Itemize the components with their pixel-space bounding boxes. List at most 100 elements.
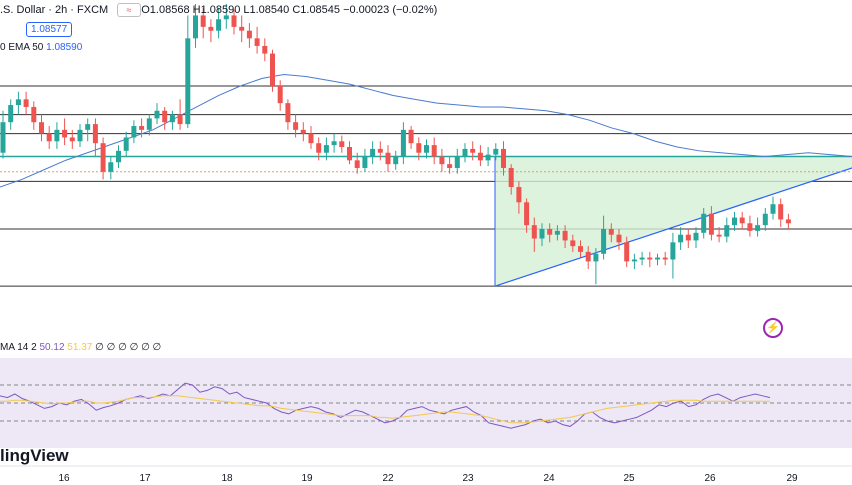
candle-body-down	[239, 26, 245, 31]
current-price-tag: 1.08577	[26, 22, 73, 37]
candle-body-down	[339, 141, 345, 147]
candle-body-down	[92, 124, 98, 144]
candle-body-down	[39, 122, 44, 134]
candle-body-down	[477, 152, 483, 161]
candle-body-up	[400, 129, 406, 157]
candle-body-down	[585, 251, 591, 262]
ema-legend-value: 1.08590	[46, 42, 83, 53]
candle-body-up	[554, 230, 560, 235]
candle-body-up	[154, 110, 160, 119]
candle-body-up	[755, 225, 761, 231]
candle-body-down	[708, 213, 714, 235]
candle-body-down	[608, 228, 614, 235]
candle-body-up	[693, 232, 699, 241]
candle-body-down	[431, 145, 437, 157]
candle-body-down	[501, 148, 506, 168]
triangle-rising-trendline	[494, 167, 852, 287]
candle-body-down	[547, 228, 553, 235]
candle-body-up	[0, 122, 6, 153]
candle-body-up	[123, 137, 129, 151]
candle-body-down	[270, 53, 275, 86]
time-axis-label: 22	[382, 473, 394, 484]
candle-body-up	[169, 114, 175, 123]
candle-body-down	[285, 103, 291, 123]
candle-body-down	[208, 26, 214, 31]
candle-body-down	[470, 148, 476, 153]
candle-body-down	[231, 15, 237, 27]
candle-body-down	[300, 129, 306, 134]
candle-body-up	[393, 156, 399, 165]
candle-body-down	[785, 219, 791, 224]
time-axis-label: 25	[623, 473, 635, 484]
candle-body-down	[516, 187, 522, 203]
candle-body-up	[424, 145, 429, 153]
candle-body-down	[408, 129, 414, 144]
candle-body-up	[116, 150, 121, 163]
candle-body-up	[639, 257, 645, 260]
candle-body-up	[655, 257, 660, 260]
candle-body-down	[100, 143, 106, 172]
candle-body-up	[485, 154, 491, 161]
candle-body-down	[508, 167, 514, 188]
candle-body-up	[131, 126, 137, 138]
candle-body-down	[377, 148, 383, 153]
candle-body-up	[770, 204, 776, 214]
candle-body-up	[185, 38, 191, 125]
candle-body-down	[531, 225, 537, 239]
flash-icon[interactable]: ⚡	[763, 318, 783, 338]
candle-body-down	[293, 122, 299, 130]
candle-body-up	[108, 162, 114, 172]
time-axis-label: 26	[704, 473, 716, 484]
candle-body-down	[624, 242, 630, 262]
candle-body-down	[254, 38, 260, 46]
candle-body-down	[416, 143, 422, 153]
candle-body-down	[562, 230, 568, 241]
candle-body-up	[701, 213, 707, 233]
candle-body-down	[23, 99, 29, 107]
chart-header: .S. Dollar · 2h · FXCM O1.08568 H1.08590…	[0, 4, 437, 16]
candle-body-up	[15, 99, 21, 106]
candle-body-down	[439, 156, 445, 165]
candle-body-up	[331, 141, 337, 146]
candle-body-up	[362, 156, 368, 168]
candle-body-down	[662, 257, 668, 260]
rsi-ma-line	[0, 395, 770, 424]
candle-body-up	[732, 217, 737, 226]
candle-body-down	[62, 129, 68, 138]
ema-legend-name: 0 EMA 50	[0, 42, 44, 53]
rsi-legend[interactable]: MA 14 2 50.12 51.37 ∅ ∅ ∅ ∅ ∅ ∅	[0, 342, 161, 353]
rsi-legend-name: MA 14 2	[0, 342, 37, 353]
candle-body-up	[670, 242, 676, 260]
candle-body-down	[747, 223, 753, 231]
candle-body-down	[246, 30, 252, 39]
candle-body-up	[146, 118, 152, 130]
candle-body-up	[678, 234, 684, 243]
candle-body-up	[762, 213, 768, 226]
rsi-value-placeholders: ∅ ∅ ∅ ∅ ∅ ∅	[95, 342, 162, 353]
tradingview-logo: lingView	[0, 446, 69, 465]
compare-badge[interactable]: ≈	[117, 3, 141, 17]
ohlc-readout: O1.08568 H1.08590 L1.08540 C1.08545 −0.0…	[141, 4, 438, 16]
time-axis-label: 23	[462, 473, 474, 484]
candle-body-up	[85, 124, 91, 130]
time-axis-label: 18	[221, 473, 233, 484]
symbol-title[interactable]: .S. Dollar · 2h · FXCM	[0, 4, 109, 16]
candle-body-up	[462, 148, 468, 157]
candle-body-down	[570, 240, 576, 247]
candle-body-up	[724, 225, 730, 237]
candle-body-down	[162, 110, 168, 123]
candle-body-down	[200, 15, 206, 27]
candle-body-down	[316, 143, 322, 153]
candle-body-up	[323, 145, 329, 153]
candle-body-up	[370, 148, 376, 157]
candle-body-down	[262, 45, 268, 54]
candle-body-up	[193, 15, 198, 39]
candle-body-up	[493, 148, 499, 155]
ema-legend[interactable]: 0 EMA 50 1.08590	[0, 42, 82, 53]
candle-body-down	[647, 257, 653, 260]
candle-body-down	[277, 85, 283, 104]
candle-body-down	[385, 152, 391, 165]
time-axis-label: 16	[58, 473, 70, 484]
candle-body-down	[524, 202, 530, 226]
